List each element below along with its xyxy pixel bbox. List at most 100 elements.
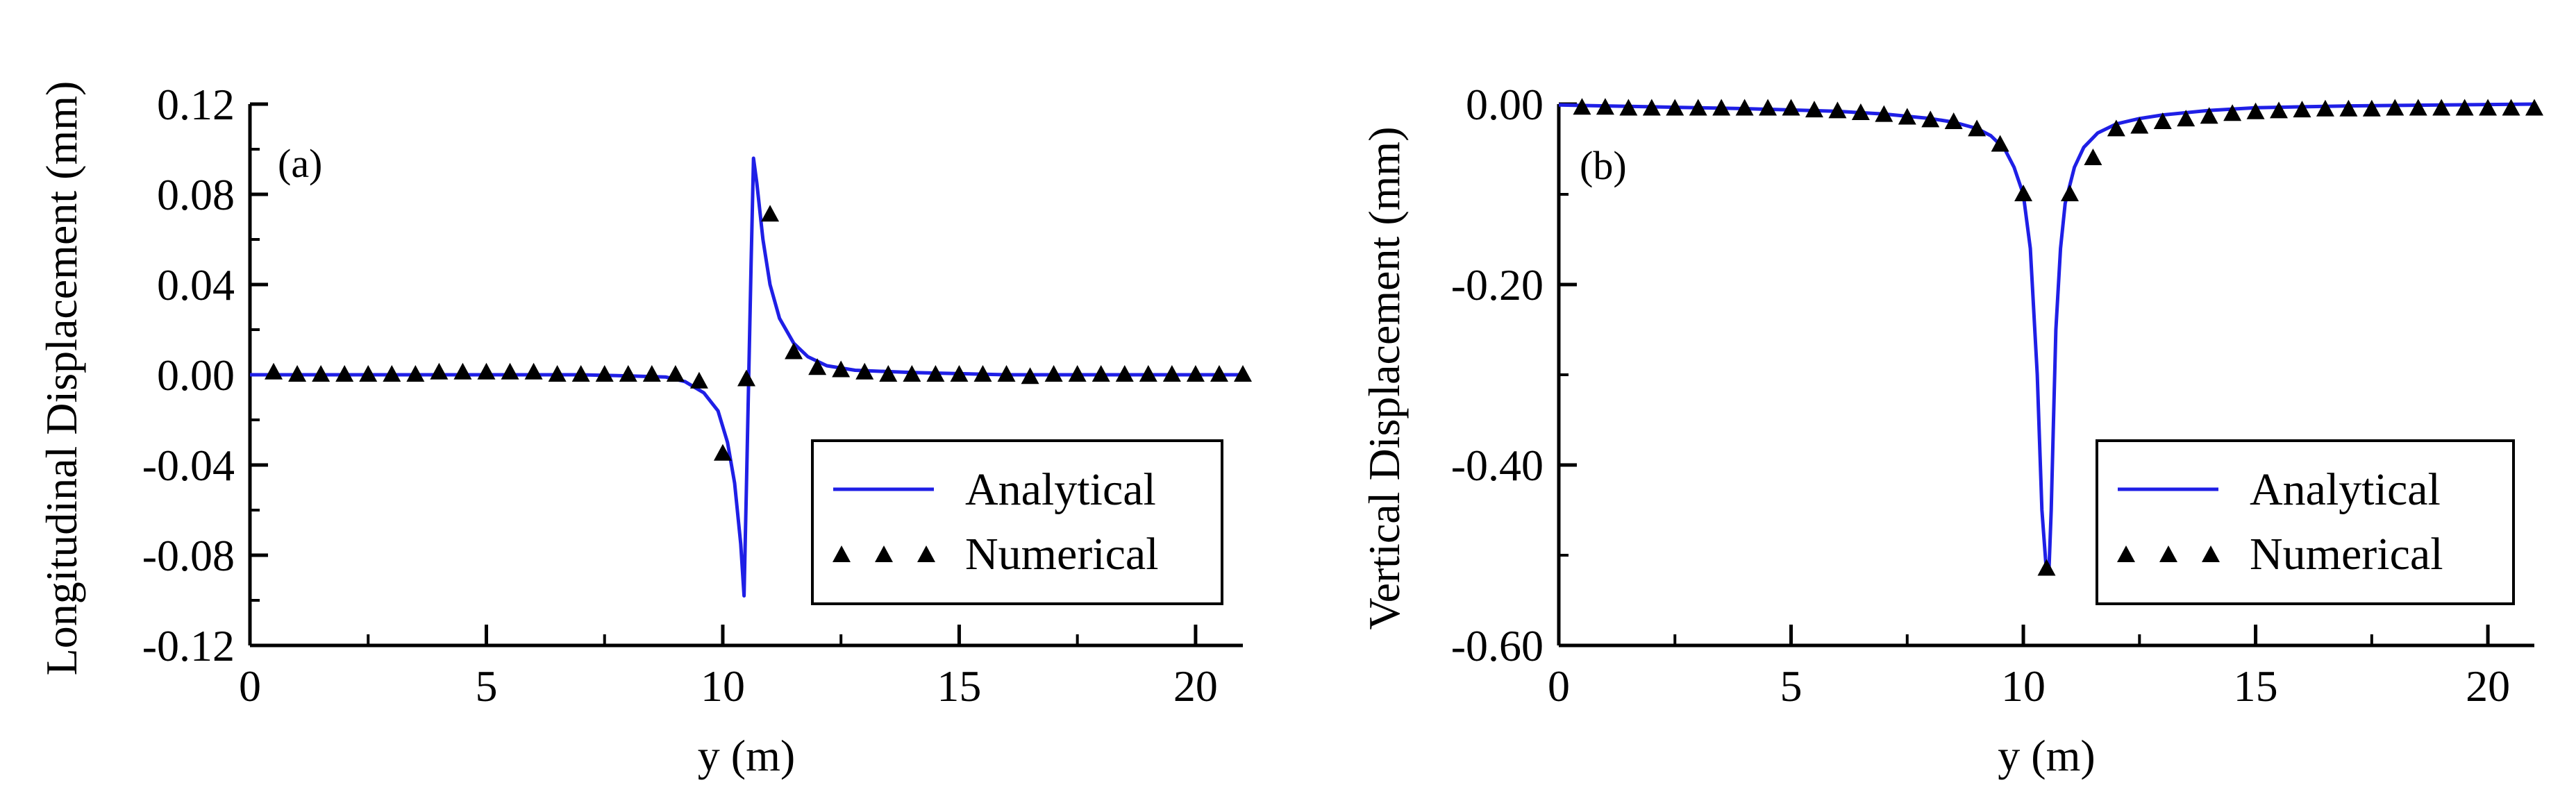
legend-numerical-swatch: [917, 545, 935, 562]
x-tick-label: 0: [1548, 661, 1570, 711]
numerical-point: [2014, 185, 2033, 201]
numerical-point: [2130, 117, 2149, 134]
y-tick-label: -0.12: [142, 621, 235, 670]
x-tick-label: 5: [1780, 661, 1803, 711]
numerical-point: [1828, 101, 1847, 119]
numerical-point: [1851, 103, 1870, 120]
numerical-point: [2223, 104, 2242, 121]
x-axis-title: y (m): [1998, 731, 2095, 780]
numerical-point: [2037, 559, 2056, 576]
numerical-point: [1234, 365, 1252, 382]
numerical-point: [359, 365, 378, 382]
x-tick-label: 0: [239, 661, 261, 711]
x-tick-label: 10: [701, 661, 745, 711]
numerical-point: [335, 365, 354, 382]
numerical-point: [1898, 108, 1916, 125]
numerical-point: [1115, 365, 1134, 382]
numerical-point: [571, 365, 590, 382]
legend-numerical-swatch: [2202, 545, 2220, 562]
numerical-point: [453, 362, 472, 380]
y-tick-label: -0.04: [142, 441, 235, 490]
legend-box: [811, 439, 1223, 605]
x-tick-label: 20: [2466, 661, 2510, 711]
x-axis-title: y (m): [698, 731, 795, 780]
numerical-point: [1162, 365, 1181, 382]
y-tick-label: 0.00: [1466, 80, 1544, 129]
numerical-point: [642, 365, 661, 382]
numerical-point: [1805, 101, 1823, 118]
numerical-point: [2525, 99, 2543, 116]
numerical-point: [1210, 365, 1228, 382]
numerical-point: [2362, 99, 2381, 117]
numerical-point: [2316, 99, 2334, 117]
legend-numerical-swatch: [2117, 545, 2135, 562]
panel-label: (b): [1580, 143, 1627, 188]
numerical-point: [501, 362, 519, 380]
numerical-point: [1619, 99, 1638, 116]
numerical-point: [2479, 99, 2498, 116]
y-tick-label: 0.04: [157, 260, 235, 310]
numerical-point: [950, 365, 969, 382]
chart-panel-a: 0.12 0.08 0.04 0.00 -0.04 -0.08 -0.120 5 10 15 20 y…: [37, 80, 1252, 780]
numerical-point: [595, 365, 614, 382]
legend-numerical-label: Numerical: [2250, 529, 2443, 580]
y-axis-title: Longitudinal Displacement (mm): [37, 81, 86, 676]
numerical-point: [855, 362, 874, 380]
numerical-point: [2153, 112, 2172, 129]
numerical-point: [1712, 99, 1731, 116]
numerical-point: [524, 362, 543, 380]
legend-numerical-swatch: [2159, 545, 2177, 562]
numerical-point: [619, 365, 637, 382]
numerical-point: [2177, 110, 2196, 127]
numerical-point: [1921, 110, 1940, 128]
numerical-point: [2502, 99, 2520, 116]
numerical-point: [785, 342, 803, 360]
numerical-point: [926, 365, 945, 382]
numerical-point: [548, 365, 567, 382]
numerical-point: [666, 365, 685, 382]
numerical-point: [832, 360, 851, 378]
x-tick-label: 15: [937, 661, 981, 711]
numerical-point: [1759, 99, 1778, 116]
y-tick-label: 0.12: [157, 80, 235, 129]
legend-numerical-swatch: [833, 545, 851, 562]
legend-numerical-label: Numerical: [965, 529, 1159, 580]
legend-analytical-label: Analytical: [2250, 464, 2441, 515]
numerical-point: [689, 371, 708, 389]
numerical-point: [808, 358, 827, 375]
numerical-point: [1068, 365, 1087, 382]
numerical-point: [2432, 99, 2451, 116]
numerical-point: [2270, 101, 2289, 119]
y-axis-title: Vertical Displacement (mm): [1360, 126, 1409, 629]
numerical-point: [1044, 365, 1063, 382]
numerical-point: [477, 362, 496, 380]
numerical-point: [1139, 365, 1157, 382]
numerical-point: [1092, 365, 1110, 382]
numerical-point: [879, 365, 898, 382]
y-tick-label: -0.08: [142, 531, 235, 580]
numerical-point: [265, 362, 283, 380]
numerical-point: [2107, 119, 2125, 137]
numerical-point: [383, 365, 401, 382]
numerical-point: [997, 365, 1016, 382]
numerical-point: [973, 365, 992, 382]
chart-panel-b: 0.00 -0.20 -0.40 -0.600 5 10 15 20 y (m) Vertical…: [1360, 80, 2543, 780]
panel-label: (a): [278, 141, 322, 186]
numerical-point: [1573, 98, 1591, 115]
y-tick-label: 0.08: [157, 170, 235, 219]
legend-numerical-swatch: [875, 545, 893, 562]
numerical-point: [1186, 365, 1205, 382]
numerical-point: [2246, 102, 2265, 119]
y-tick-label: -0.40: [1451, 441, 1544, 490]
y-tick-label: 0.00: [157, 350, 235, 400]
numerical-point: [2293, 101, 2311, 118]
numerical-point: [1735, 99, 1754, 116]
numerical-point: [2060, 185, 2079, 201]
legend-box: [2096, 439, 2515, 605]
numerical-point: [1944, 112, 1963, 129]
numerical-point: [2200, 107, 2218, 124]
numerical-point: [1596, 98, 1614, 115]
numerical-point: [1968, 119, 1987, 137]
numerical-point: [1642, 99, 1661, 116]
